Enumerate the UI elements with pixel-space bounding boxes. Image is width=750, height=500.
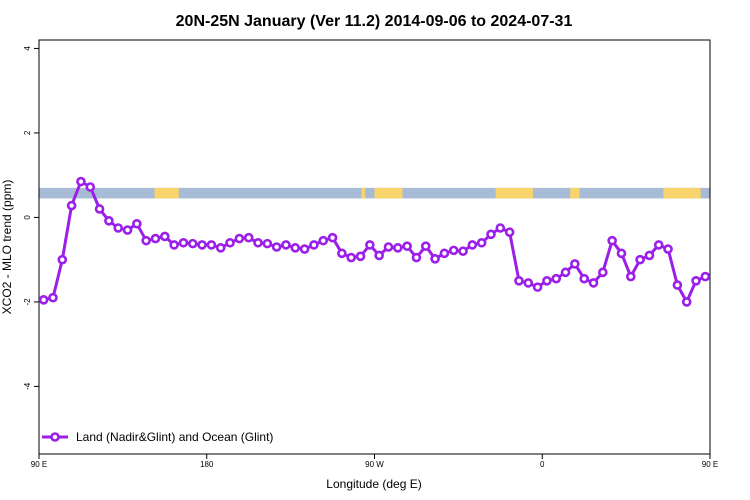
data-point	[271, 242, 282, 252]
x-tick-label: 0	[540, 460, 545, 469]
data-point	[616, 248, 627, 259]
data-point	[420, 241, 431, 251]
data-point	[383, 242, 394, 252]
data-point	[122, 225, 133, 235]
y-axis: -4 -2 0 2 4	[23, 46, 39, 390]
data-point	[113, 223, 124, 233]
y-tick-label: 4	[23, 46, 32, 51]
data-point	[365, 240, 375, 250]
data-point	[38, 295, 49, 305]
data-point	[57, 254, 68, 265]
y-tick-label: 2	[23, 130, 32, 135]
data-point	[290, 243, 301, 253]
y-axis-label: XCO2 - MLO trend (ppm)	[0, 180, 14, 315]
data-point	[206, 240, 217, 250]
data-point	[495, 223, 506, 233]
data-point	[94, 204, 105, 214]
land-band-segment	[495, 187, 533, 199]
data-point	[486, 229, 496, 240]
data-point	[392, 243, 403, 253]
data-point	[570, 259, 580, 269]
y-tick-label: -2	[23, 298, 32, 306]
data-point	[523, 278, 534, 288]
data-point	[691, 275, 701, 286]
legend-label: Land (Nadir&Glint) and Ocean (Glint)	[76, 430, 273, 444]
data-point	[672, 280, 683, 290]
data-point	[588, 278, 599, 288]
land-band-segment	[663, 187, 701, 199]
data-point	[411, 252, 422, 263]
land-band-segment	[361, 187, 366, 199]
data-point	[514, 275, 524, 286]
x-tick-label: 90 E	[31, 460, 47, 469]
data-point	[160, 231, 170, 242]
data-point	[104, 216, 114, 226]
data-point	[187, 238, 198, 249]
data-point	[448, 245, 459, 256]
data-point	[625, 271, 636, 282]
x-axis-label: Longitude (deg E)	[326, 477, 421, 491]
data-point	[355, 251, 366, 262]
data-point	[560, 267, 571, 278]
land-ocean-band	[39, 187, 710, 199]
data-point	[542, 275, 552, 286]
data-point	[337, 248, 347, 259]
data-point	[197, 240, 207, 250]
data-point	[281, 240, 291, 250]
legend-marker-swatch	[50, 432, 60, 442]
data-point	[532, 282, 543, 292]
data-point	[681, 297, 692, 307]
data-point	[504, 227, 515, 238]
data-point	[169, 240, 179, 250]
data-point	[318, 235, 329, 246]
data-point	[253, 237, 263, 248]
data-point	[439, 248, 450, 259]
data-point	[234, 233, 245, 244]
data-point	[141, 235, 151, 246]
data-point	[346, 252, 357, 263]
data-point	[467, 240, 478, 250]
data-point	[309, 240, 319, 250]
data-point	[225, 237, 235, 248]
series-group	[38, 176, 711, 307]
data-point	[48, 292, 58, 303]
land-band-segment	[570, 187, 580, 199]
data-point	[579, 273, 589, 284]
x-tick-label: 180	[200, 460, 214, 469]
data-point	[66, 200, 77, 211]
data-point	[132, 218, 142, 229]
data-point	[458, 246, 468, 257]
x-tick-label: 90 E	[702, 460, 718, 469]
data-point	[262, 238, 273, 249]
data-point	[402, 241, 412, 251]
data-point	[327, 232, 338, 243]
data-point	[178, 237, 189, 248]
data-point	[215, 243, 226, 253]
data-point	[607, 235, 617, 246]
x-axis: 90 E 180 90 W 0 90 E	[31, 454, 718, 469]
data-point	[243, 232, 254, 243]
data-point	[700, 271, 711, 282]
data-point	[76, 176, 86, 187]
chart-title: 20N-25N January (Ver 11.2) 2014-09-06 to…	[176, 13, 573, 30]
data-point	[635, 254, 645, 265]
data-point	[653, 240, 664, 250]
y-tick-label: -4	[23, 382, 32, 390]
land-band-segment	[374, 187, 403, 199]
legend: Land (Nadir&Glint) and Ocean (Glint)	[42, 430, 273, 444]
data-point	[598, 267, 608, 278]
data-point	[85, 182, 96, 192]
data-point	[551, 273, 562, 284]
data-point	[644, 250, 655, 261]
x-tick-label: 90 W	[365, 460, 384, 469]
data-point	[476, 237, 487, 248]
data-point	[299, 244, 310, 254]
land-band-segment	[154, 187, 179, 199]
data-point	[430, 254, 440, 264]
data-point	[150, 233, 161, 244]
data-point	[663, 244, 673, 254]
data-point	[374, 250, 384, 261]
y-tick-label: 0	[23, 215, 32, 220]
